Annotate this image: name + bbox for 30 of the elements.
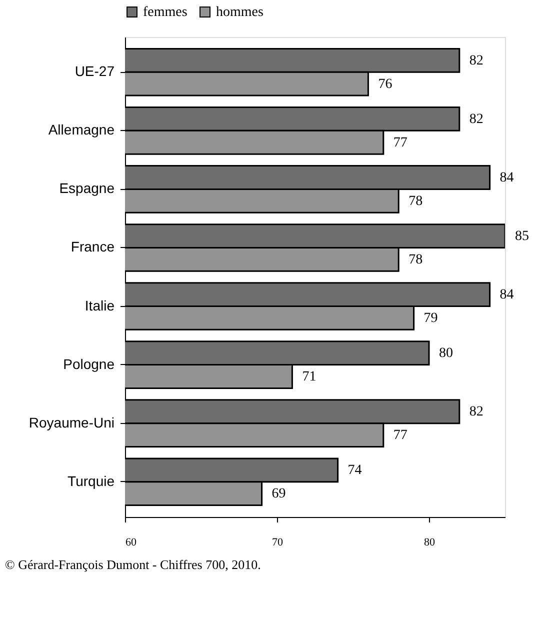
y-tick-label: Espagne: [59, 180, 115, 196]
y-tick-label: France: [70, 238, 115, 255]
x-tick-label: 60: [126, 536, 137, 548]
data-label: 85: [515, 229, 529, 244]
data-label: 84: [500, 288, 514, 303]
y-tick-label: Royaume-Uni: [28, 414, 114, 430]
legend-label: femmes: [143, 5, 188, 20]
data-label: 78: [408, 194, 423, 209]
y-tick-label: Turquie: [68, 472, 115, 489]
text: © Gérard-François Dumont - Chiffres 700, 2010.: [5, 557, 261, 572]
data-label: 77: [393, 428, 408, 444]
data-label: 76: [378, 76, 392, 92]
data-label: 82: [469, 404, 484, 420]
data-label: 79: [424, 310, 438, 326]
data-label: 71: [302, 370, 316, 385]
x-tick-label: 70: [272, 536, 284, 548]
y-tick-label: Italie: [84, 297, 115, 314]
y-tick-label: Allemagne: [48, 122, 115, 138]
data-label: 69: [272, 486, 286, 502]
data-label: 78: [408, 252, 423, 268]
y-tick-label: Pologne: [63, 356, 115, 372]
data-label: 80: [439, 346, 453, 362]
x-tick-label: 80: [424, 536, 436, 548]
data-label: 82: [469, 112, 484, 127]
data-label: 74: [348, 463, 362, 478]
data-label: 82: [469, 53, 484, 68]
legend-label: hommes: [216, 5, 264, 20]
y-tick-label: UE-27: [74, 63, 115, 80]
data-label: 84: [500, 170, 514, 186]
data-label: 77: [393, 135, 408, 150]
